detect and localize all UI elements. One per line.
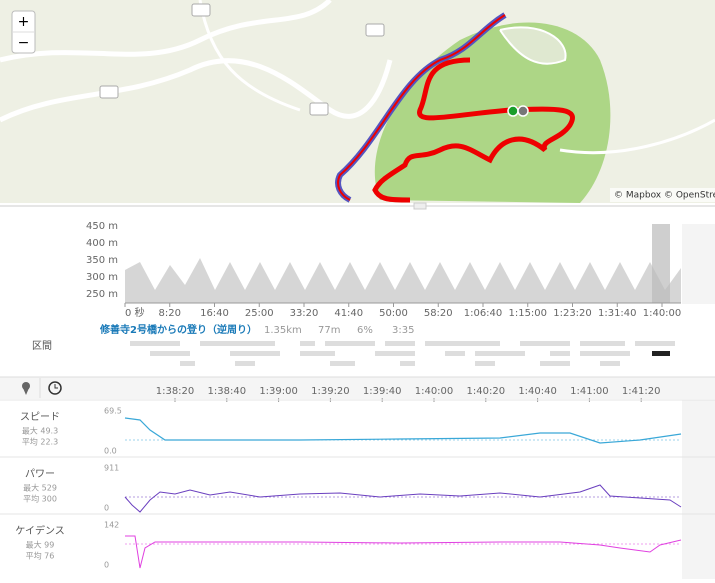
attribution[interactable]: © Mapbox © OpenStre	[614, 191, 715, 201]
time-tick-label: 1:39:20	[311, 386, 350, 397]
segment-distance: 1.35km	[264, 325, 302, 336]
segment-row[interactable]: 修善寺2号橋からの登り（逆周り） 1.35km 77m 6% 3:35	[99, 323, 414, 336]
x-tick-label: 1:40:00	[643, 308, 682, 319]
x-tick-label: 8:20	[159, 308, 181, 319]
time-tick-label: 1:40:20	[467, 386, 506, 397]
time-tick-label: 1:40:40	[518, 386, 557, 397]
stream-avg: 平均 300	[23, 494, 57, 504]
stream-name: パワー	[25, 468, 55, 480]
stream-top: 142	[104, 521, 119, 530]
segment-name[interactable]: 修善寺2号橋からの登り（逆周り）	[99, 323, 257, 336]
y-tick-label: 450 m	[86, 221, 118, 232]
time-tick-label: 1:39:40	[363, 386, 402, 397]
stream-bottom: 0.0	[104, 447, 117, 456]
stream-top: 911	[104, 464, 119, 473]
clock-button[interactable]	[48, 381, 62, 395]
x-tick-label: 1:31:40	[598, 308, 637, 319]
segments-label: 区間	[32, 340, 52, 352]
time-tick-label: 1:38:40	[208, 386, 247, 397]
x-tick-label: 1:06:40	[464, 308, 503, 319]
x-tick-label: 33:20	[290, 308, 319, 319]
segment-time: 3:35	[392, 325, 414, 336]
stream-bottom: 0	[104, 561, 109, 570]
zoom-out[interactable]: −	[18, 35, 30, 51]
stream-bottom: 0	[104, 504, 109, 513]
stream-name: スピード	[20, 411, 60, 423]
stream-max: 最大 529	[23, 483, 57, 493]
x-tick-label: 50:00	[379, 308, 408, 319]
x-tick-label: 25:00	[245, 308, 274, 319]
segment-elevation: 77m	[318, 325, 340, 336]
time-tick-label: 1:38:20	[156, 386, 195, 397]
time-tick-label: 1:40:00	[415, 386, 454, 397]
time-tick-label: 1:41:20	[622, 386, 661, 397]
segment-bars[interactable]	[130, 341, 675, 366]
x-tick-label: 16:40	[200, 308, 229, 319]
elevation-chart: 450 m 400 m 350 m 300 m 250 m 0 秒 8:20 16:40 25:…	[86, 221, 715, 319]
zoom-in[interactable]: +	[18, 14, 30, 30]
stream-avg: 平均 76	[26, 551, 55, 561]
y-tick-label: 350 m	[86, 255, 118, 266]
x-tick-label: 1:23:20	[553, 308, 592, 319]
segment-grade: 6%	[357, 325, 373, 336]
y-tick-label: 250 m	[86, 289, 118, 300]
stream-max: 最大 99	[26, 540, 55, 550]
time-axis: 1:38:20 1:38:40 1:39:00 1:39:20 1:39:40 1:40:…	[156, 386, 661, 402]
y-tick-label: 400 m	[86, 238, 118, 249]
x-tick-label: 41:40	[334, 308, 363, 319]
y-tick-label: 300 m	[86, 272, 118, 283]
x-tick-label: 0 秒	[125, 306, 145, 319]
stream-name: ケイデンス	[15, 524, 65, 537]
stream-avg: 平均 22.3	[22, 437, 58, 447]
x-tick-label: 1:15:00	[508, 308, 547, 319]
x-tick-label: 58:20	[424, 308, 453, 319]
stream-max: 最大 49.3	[22, 426, 58, 436]
map[interactable]: + − © Mapbox © OpenStre	[0, 0, 715, 203]
stream-top: 69.5	[104, 407, 122, 416]
time-tick-label: 1:41:00	[570, 386, 609, 397]
time-tick-label: 1:39:00	[259, 386, 298, 397]
